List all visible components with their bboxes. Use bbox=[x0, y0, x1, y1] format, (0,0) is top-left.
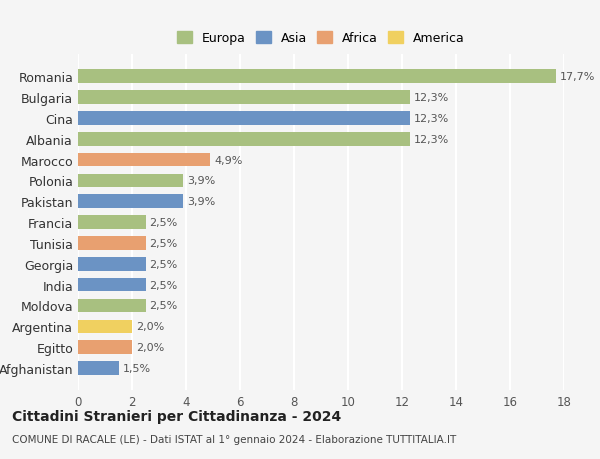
Bar bbox=[78, 237, 146, 250]
Text: Cittadini Stranieri per Cittadinanza - 2024: Cittadini Stranieri per Cittadinanza - 2… bbox=[12, 409, 341, 423]
Bar bbox=[78, 70, 556, 84]
Text: 2,0%: 2,0% bbox=[136, 322, 164, 331]
Bar bbox=[78, 112, 410, 125]
Text: 2,5%: 2,5% bbox=[149, 280, 178, 290]
Text: 12,3%: 12,3% bbox=[414, 134, 449, 145]
Bar bbox=[78, 174, 184, 188]
Text: 12,3%: 12,3% bbox=[414, 114, 449, 123]
Bar bbox=[78, 153, 211, 167]
Bar bbox=[78, 216, 146, 230]
Bar bbox=[78, 257, 146, 271]
Bar bbox=[78, 320, 132, 333]
Bar bbox=[78, 299, 146, 313]
Text: 4,9%: 4,9% bbox=[214, 155, 243, 165]
Text: 2,5%: 2,5% bbox=[149, 218, 178, 228]
Text: 12,3%: 12,3% bbox=[414, 93, 449, 103]
Text: 2,5%: 2,5% bbox=[149, 301, 178, 311]
Text: 2,5%: 2,5% bbox=[149, 238, 178, 248]
Legend: Europa, Asia, Africa, America: Europa, Asia, Africa, America bbox=[173, 28, 469, 49]
Text: COMUNE DI RACALE (LE) - Dati ISTAT al 1° gennaio 2024 - Elaborazione TUTTITALIA.: COMUNE DI RACALE (LE) - Dati ISTAT al 1°… bbox=[12, 434, 456, 443]
Bar bbox=[78, 278, 146, 292]
Text: 2,0%: 2,0% bbox=[136, 342, 164, 353]
Bar bbox=[78, 133, 410, 146]
Text: 17,7%: 17,7% bbox=[560, 72, 595, 82]
Text: 1,5%: 1,5% bbox=[122, 363, 151, 373]
Bar bbox=[78, 361, 119, 375]
Bar bbox=[78, 91, 410, 105]
Text: 3,9%: 3,9% bbox=[187, 197, 215, 207]
Text: 2,5%: 2,5% bbox=[149, 259, 178, 269]
Text: 3,9%: 3,9% bbox=[187, 176, 215, 186]
Bar bbox=[78, 195, 184, 208]
Bar bbox=[78, 341, 132, 354]
